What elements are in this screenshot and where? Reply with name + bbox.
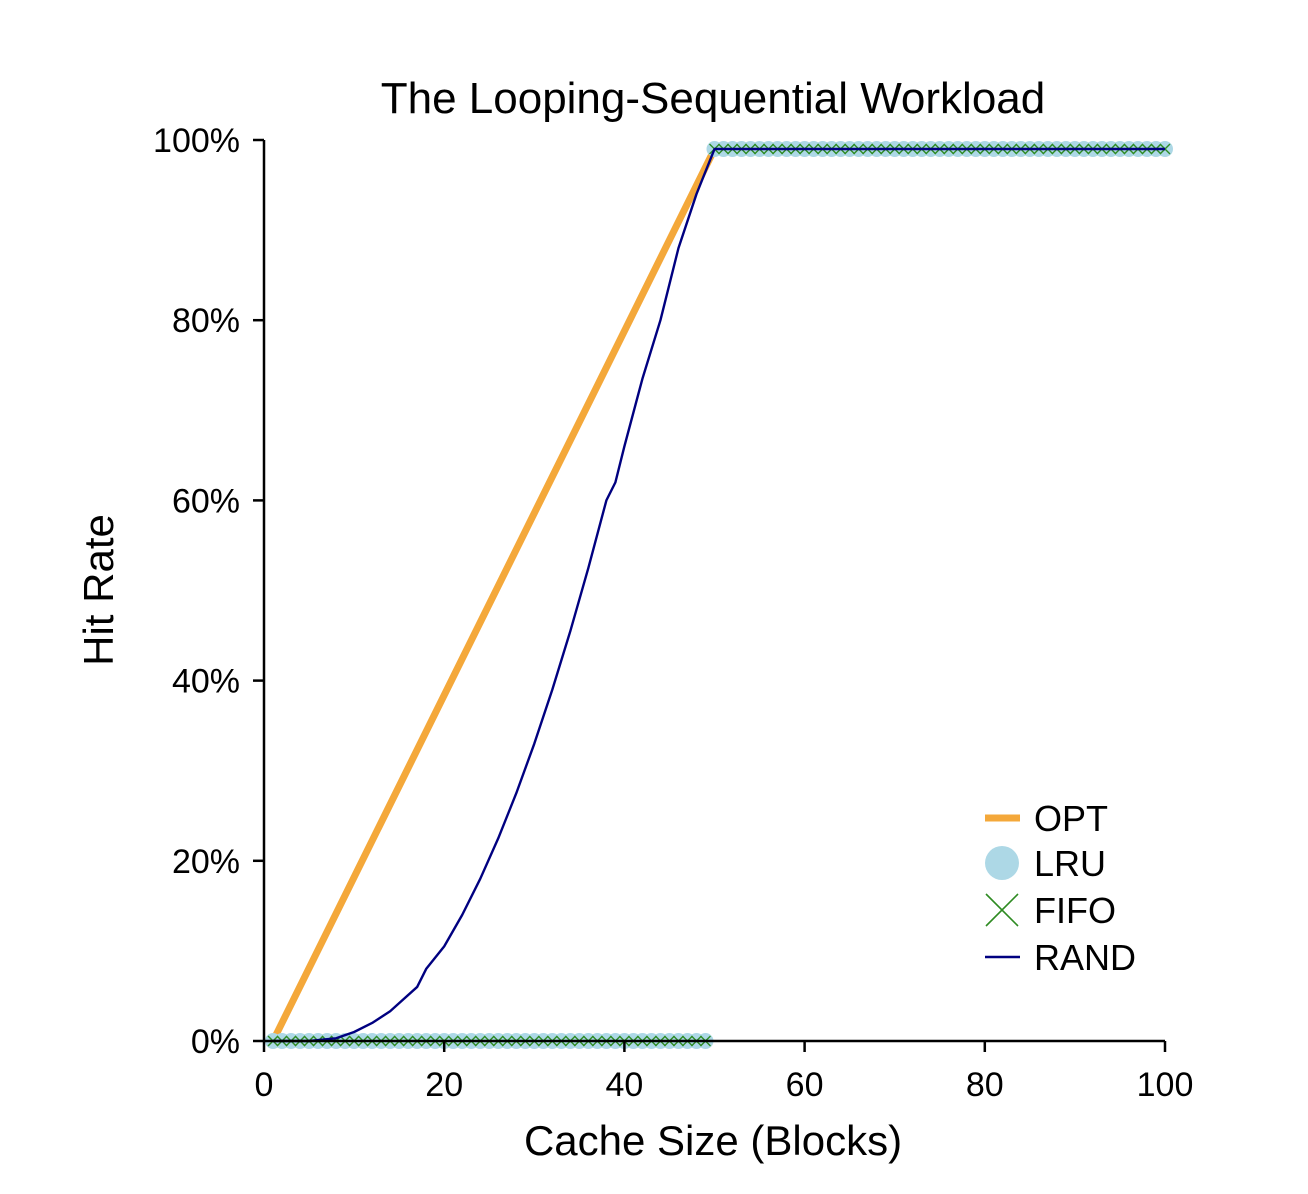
- y-axis-title: Hit Rate: [75, 514, 122, 666]
- y-tick-label: 20%: [172, 843, 240, 881]
- legend-fifo-swatch: [985, 893, 1019, 927]
- legend-fifo-label: FIFO: [1034, 890, 1116, 931]
- legend-lru-label: LRU: [1034, 843, 1106, 884]
- legend-lru-swatch: [985, 846, 1019, 880]
- y-tick-label: 0%: [191, 1023, 240, 1061]
- x-tick-label: 0: [255, 1066, 274, 1104]
- x-tick-label: 60: [786, 1066, 824, 1104]
- y-tick-label: 60%: [172, 482, 240, 520]
- axes: [262, 140, 1165, 1043]
- x-axis-title: Cache Size (Blocks): [524, 1117, 902, 1164]
- chart-title: The Looping-Sequential Workload: [381, 74, 1046, 123]
- y-tick-label: 100%: [153, 122, 240, 160]
- x-tick-label: 100: [1137, 1066, 1194, 1104]
- legend-opt-label: OPT: [1034, 798, 1108, 839]
- opt-series-line: [269, 145, 1165, 1043]
- y-ticks: 0% 20% 40% 60% 80% 100%: [153, 122, 264, 1061]
- legend-rand-label: RAND: [1034, 937, 1136, 978]
- x-tick-label: 20: [425, 1066, 463, 1104]
- rand-series-line: [273, 147, 1165, 1043]
- y-tick-label: 80%: [172, 302, 240, 340]
- x-ticks: 0 20 40 60 80 100: [255, 1041, 1194, 1104]
- y-tick-label: 40%: [172, 663, 240, 701]
- x-tick-label: 40: [605, 1066, 643, 1104]
- x-tick-label: 80: [966, 1066, 1004, 1104]
